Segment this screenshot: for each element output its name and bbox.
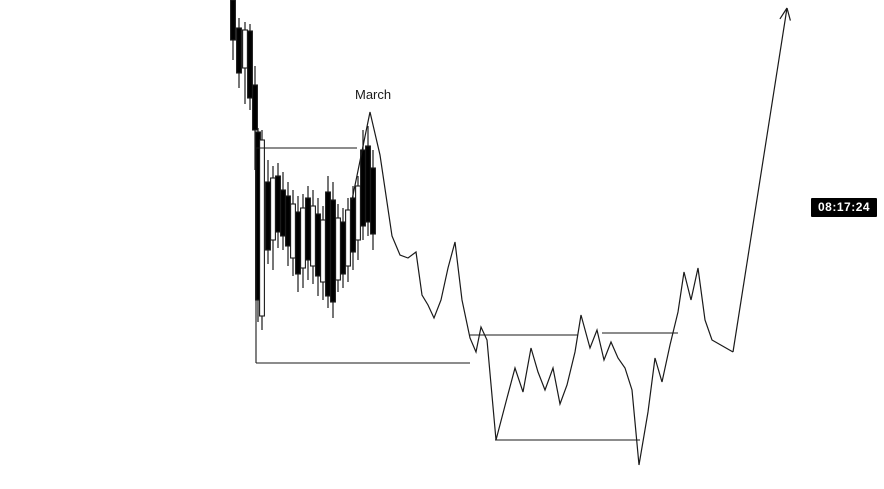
candle-body [345, 209, 351, 267]
candle-body [335, 217, 341, 281]
support-resistance-series [255, 147, 678, 441]
candle-body [330, 199, 336, 303]
candlestick-series [230, 0, 376, 330]
candle-body [280, 189, 286, 237]
candle-body [340, 221, 346, 275]
candle-body [370, 167, 376, 235]
candle-body [310, 205, 316, 267]
candle-body [315, 213, 321, 277]
candle-body [247, 30, 253, 99]
candle-body [270, 177, 276, 241]
candle-body [300, 207, 306, 269]
zigzag-price-line [351, 111, 734, 466]
candle-body [305, 197, 311, 261]
arrow-head [779, 7, 788, 20]
candle-body [290, 203, 296, 259]
candle-body [265, 181, 271, 251]
candle-body [259, 139, 265, 317]
candle-body [230, 0, 236, 41]
candle-body [320, 219, 326, 283]
forecast-arrow [732, 7, 791, 353]
candle-body [236, 27, 242, 74]
arrow-head [786, 7, 791, 21]
candle-body [252, 84, 258, 131]
clock-badge: 08:17:24 [811, 198, 878, 217]
candle-body [285, 195, 291, 247]
arrow-shaft [732, 7, 788, 353]
candle-body [365, 145, 371, 223]
month-label-march: March [355, 87, 391, 102]
candle-body [355, 185, 361, 241]
candle-body [275, 175, 281, 233]
candle-body [350, 197, 356, 253]
candle-body [360, 149, 366, 227]
candle-body [295, 211, 301, 275]
candle-body [325, 191, 331, 297]
candle-body [242, 29, 248, 69]
